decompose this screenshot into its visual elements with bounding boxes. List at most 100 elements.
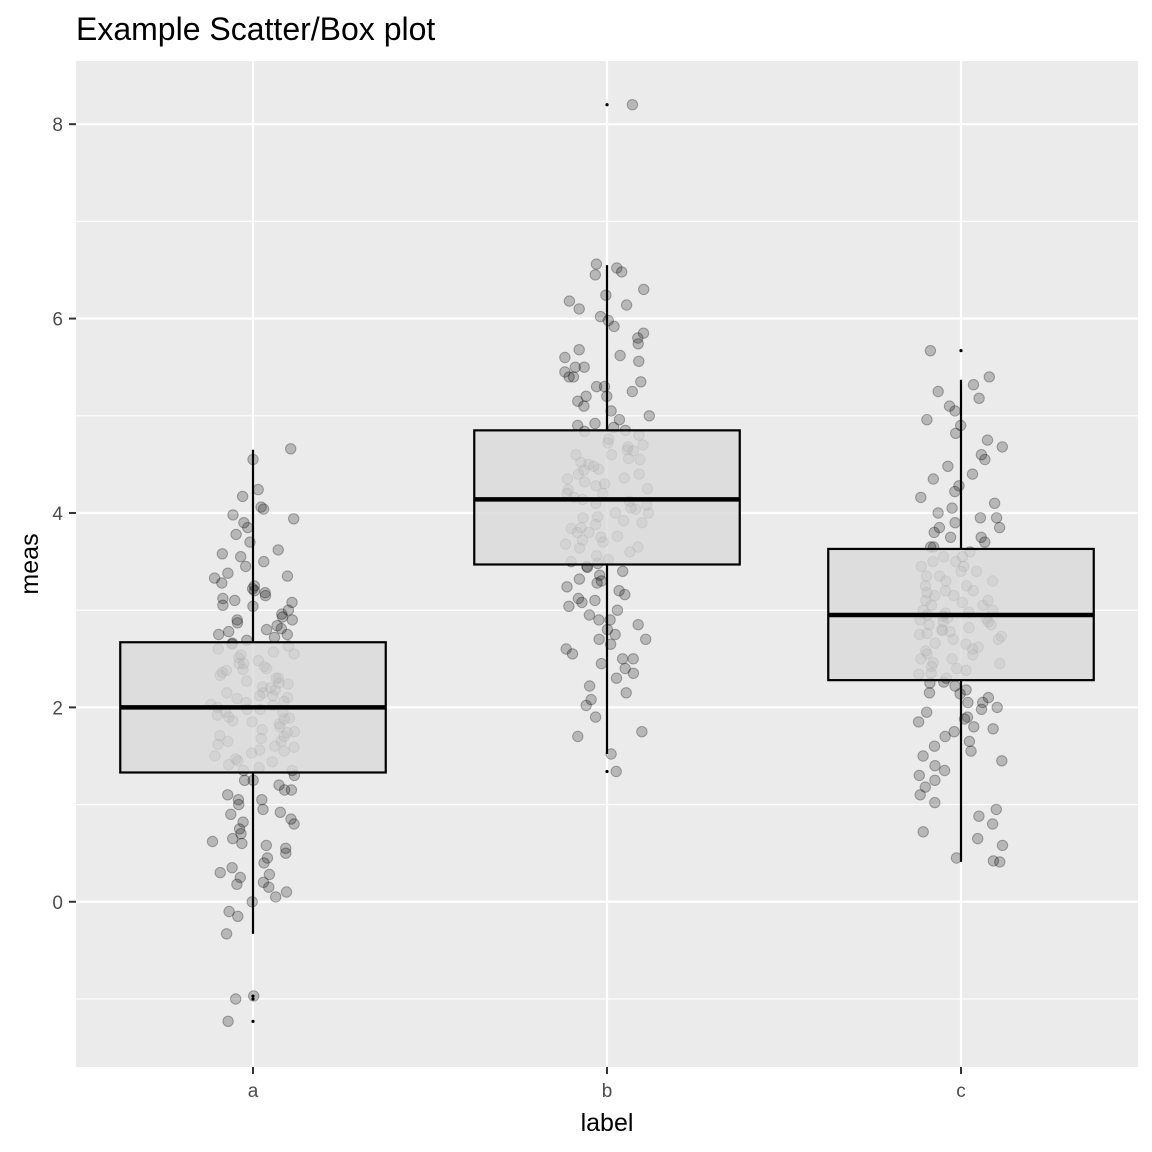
box-plots (119, 103, 1095, 1023)
data-point (235, 551, 247, 563)
data-point (986, 818, 999, 830)
data-point (914, 789, 926, 801)
data-point (620, 687, 632, 699)
data-point (252, 483, 264, 496)
data-point (620, 299, 633, 311)
data-point (626, 385, 638, 398)
data-point (276, 611, 289, 623)
data-point (274, 806, 286, 818)
data-point (632, 619, 644, 631)
data-point (613, 414, 626, 426)
data-point (977, 696, 989, 709)
data-point (257, 876, 270, 888)
data-point (236, 837, 248, 850)
data-point (256, 794, 268, 806)
data-point (573, 303, 585, 315)
data-point (220, 928, 233, 940)
data-point (235, 828, 247, 840)
data-point (248, 580, 261, 592)
data-point (996, 755, 1008, 767)
data-point (975, 449, 988, 461)
data-point (949, 405, 961, 417)
data-point (928, 740, 941, 752)
data-point (583, 609, 596, 621)
data-point (594, 569, 606, 581)
y-tick-label: 0 (52, 893, 63, 914)
data-point (285, 443, 297, 455)
x-tick-label: a (248, 1081, 259, 1102)
data-point (288, 818, 300, 830)
y-tick-label: 4 (52, 504, 63, 525)
data-point (627, 653, 639, 665)
data-point (286, 614, 298, 626)
data-point (912, 716, 925, 728)
data-point (285, 784, 298, 796)
data-point (230, 993, 242, 1005)
data-point (643, 410, 655, 422)
outlier-point (959, 349, 963, 353)
data-point (921, 414, 933, 426)
data-point (921, 706, 933, 718)
data-point (972, 832, 984, 845)
data-point (632, 332, 644, 344)
data-point (593, 614, 605, 626)
data-point (602, 314, 614, 327)
data-point (626, 99, 639, 111)
data-point (573, 573, 586, 585)
data-point (573, 344, 585, 356)
data-point (636, 726, 648, 738)
box-b (473, 103, 741, 774)
data-point (633, 355, 645, 367)
data-point (580, 390, 592, 402)
data-point (225, 808, 237, 820)
data-point (567, 371, 580, 383)
data-point (616, 266, 628, 278)
data-point (591, 577, 603, 589)
outlier-point (605, 769, 609, 774)
data-point (975, 703, 988, 715)
data-point (943, 400, 956, 412)
data-point (594, 310, 607, 323)
data-point (929, 760, 941, 772)
data-point (257, 503, 270, 515)
outlier-point (605, 103, 609, 107)
data-point (234, 871, 247, 884)
data-point (227, 509, 239, 521)
data-point (232, 910, 244, 922)
data-point (967, 379, 980, 391)
data-point (611, 262, 623, 274)
data-point (929, 774, 941, 786)
data-point (963, 735, 976, 748)
data-point (236, 490, 249, 503)
data-point (589, 711, 602, 723)
data-point (560, 643, 572, 655)
data-point (981, 434, 994, 446)
data-point (619, 588, 631, 601)
data-point (614, 349, 626, 362)
data-point (589, 594, 601, 607)
data-point (231, 614, 243, 626)
data-point (616, 653, 629, 665)
outlier-point (251, 997, 255, 1001)
data-point (987, 855, 1000, 867)
data-point (217, 599, 229, 611)
data-point (238, 774, 251, 786)
data-point (231, 617, 244, 629)
y-tick-label: 6 (52, 310, 63, 331)
data-point (949, 517, 961, 529)
data-point (632, 338, 644, 350)
data-point (259, 587, 271, 599)
data-point (949, 485, 961, 498)
data-point (968, 721, 980, 733)
data-point (610, 672, 623, 684)
data-point (595, 575, 608, 587)
data-point (280, 886, 293, 898)
data-point (229, 594, 241, 607)
data-point (258, 555, 270, 568)
data-point (975, 531, 987, 543)
data-point (946, 502, 958, 514)
data-point (231, 878, 243, 890)
data-point (280, 847, 292, 859)
data-point (610, 765, 622, 778)
data-point (991, 701, 1003, 714)
